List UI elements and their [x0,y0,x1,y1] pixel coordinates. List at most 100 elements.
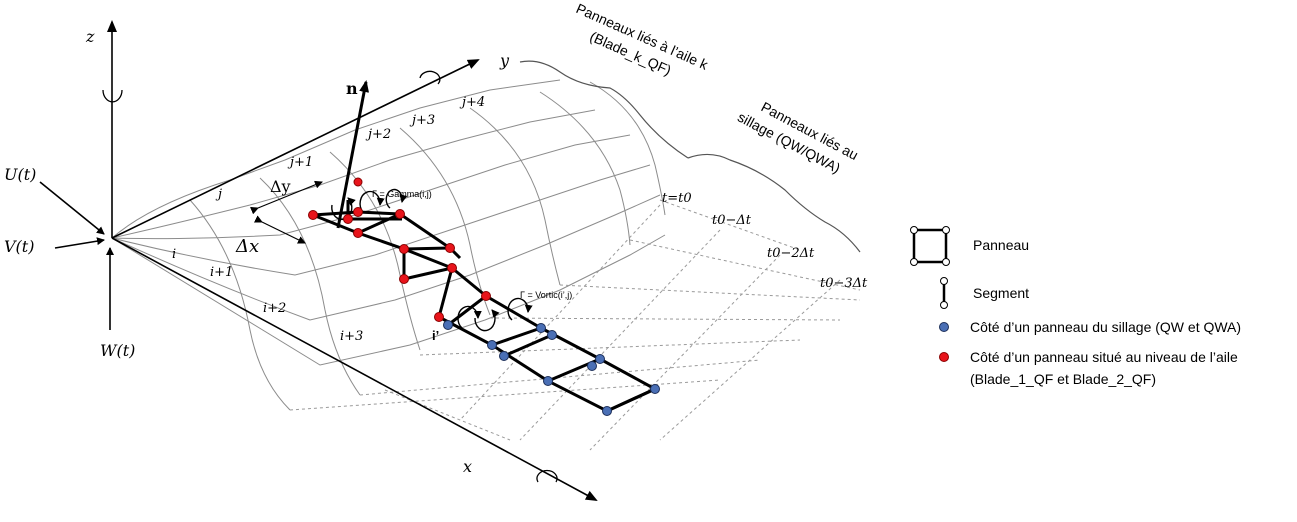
mesh-curve [111,234,666,366]
panel-edge [403,266,453,281]
wake-node [536,323,546,333]
vortic-label: Γ = Vortic(i’,j) [520,290,572,300]
wake-node [487,340,497,350]
wake-node [543,376,553,386]
axes [39,20,598,501]
wake-line [519,229,721,441]
time-labels: t=t0 t0−Δt t0−2Δt t0−3Δt [662,191,868,291]
circulation-arrow [507,297,533,321]
wake-node [443,320,453,330]
panel-edge [503,333,553,358]
panel-edge [437,267,454,318]
dy-dimension-arrow [250,180,323,215]
panel-legend-corner [942,226,950,234]
z-rotation-icon [102,89,123,103]
u-velocity-arrow [39,181,105,235]
wing-node [434,312,444,322]
i-label: i+2 [263,301,286,316]
wake-grid [289,199,861,451]
mesh-arc [189,199,291,411]
panel-edge [357,210,462,260]
wake-panels-brace [687,153,861,253]
j-label: j+1 [287,155,313,170]
mesh-curve [111,194,661,321]
dx-label: Δx [235,236,259,257]
wing-node-legend-symbol [939,352,949,362]
mesh-arc [259,177,361,396]
mesh-curve [111,134,631,240]
i-label: i [172,247,176,262]
y-rotation-icon [419,70,441,85]
dy-label: Δy [270,177,291,196]
wake-group-label: Panneaux liés au sillage (QW/QWA) [735,99,861,177]
wake-line [384,389,511,441]
panel-edge [403,246,451,251]
wake-node-legend-label: Côté d’un panneau du sillage (QW et QWA) [970,319,1241,335]
normal-vector-arrow [336,80,370,229]
dx-dimension-arrow [253,215,306,244]
v-velocity-label: V(t) [4,237,34,256]
panel-edge [485,294,656,391]
wake-node [595,354,605,364]
wing-node [399,274,409,284]
wing-node-legend-label: (Blade_1_QF et Blade_2_QF) [970,371,1156,387]
wake-node [587,361,597,371]
x-axis [111,237,598,501]
wing-node [447,263,457,273]
circulation-arrow [385,188,408,209]
wing-panels-brace [519,60,689,159]
j-label: j [215,187,222,202]
panel-edge [491,326,542,347]
circulation-arrow [457,305,482,329]
time-label: t0−2Δt [767,246,815,261]
panel-legend-symbol [912,228,948,264]
segment-legend-label: Segment [973,285,1029,301]
panel-edge [606,387,656,413]
wake-node [547,330,557,340]
i-label: i+3 [340,329,363,344]
mesh-arc [469,107,561,286]
wake-line [659,279,841,441]
y-axis [111,59,480,239]
wing-group-label: Panneaux liés à l’aile k (Blade_k_QF) [574,0,712,78]
j-label: j+4 [459,95,485,110]
wake-line [489,317,841,321]
mesh-curve [111,79,561,239]
wing-surface-mesh [111,79,666,411]
j-label: j+2 [365,127,391,142]
wake-line [459,204,661,421]
panel-legend-corner [910,226,918,234]
i-label: i+1 [210,265,233,280]
z-axis-label: z [85,27,95,46]
wing-node [445,243,455,253]
i-prime-label: i’ [432,328,439,343]
j-label: j+3 [409,113,435,128]
legend: Panneau Segment Côté d’un panneau du sil… [910,226,1241,387]
wake-nodes [443,320,660,416]
w-velocity-label: W(t) [100,341,135,360]
axis-labels: z y x n U(t) V(t) W(t) Δy Δx [4,27,510,476]
time-label: t0−3Δt [820,276,868,291]
wing-node [353,207,363,217]
wing-node [395,209,405,219]
wing-node [399,244,409,254]
panel-edge [357,212,401,235]
wake-node-legend-symbol [939,322,949,332]
circulation-arrow [359,190,385,213]
gamma-label: Γ = Gamma(i,j) [372,189,432,199]
group-braces [519,60,861,253]
wake-line [559,284,861,301]
v-velocity-arrow [54,237,105,249]
wake-line [589,254,781,451]
mesh-curve [111,109,596,239]
wing-node [353,177,363,187]
wing-node [353,228,363,238]
wing-nodes [308,177,491,322]
gamma-labels: Γ = Gamma(i,j) Γ = Vortic(i’,j) [372,189,572,300]
wing-node [481,291,491,301]
wing-node-legend-label: Côté d’un panneau situé au niveau de l’a… [970,349,1238,365]
circulation-arrow [474,309,500,332]
time-label: t0−Δt [712,213,752,228]
